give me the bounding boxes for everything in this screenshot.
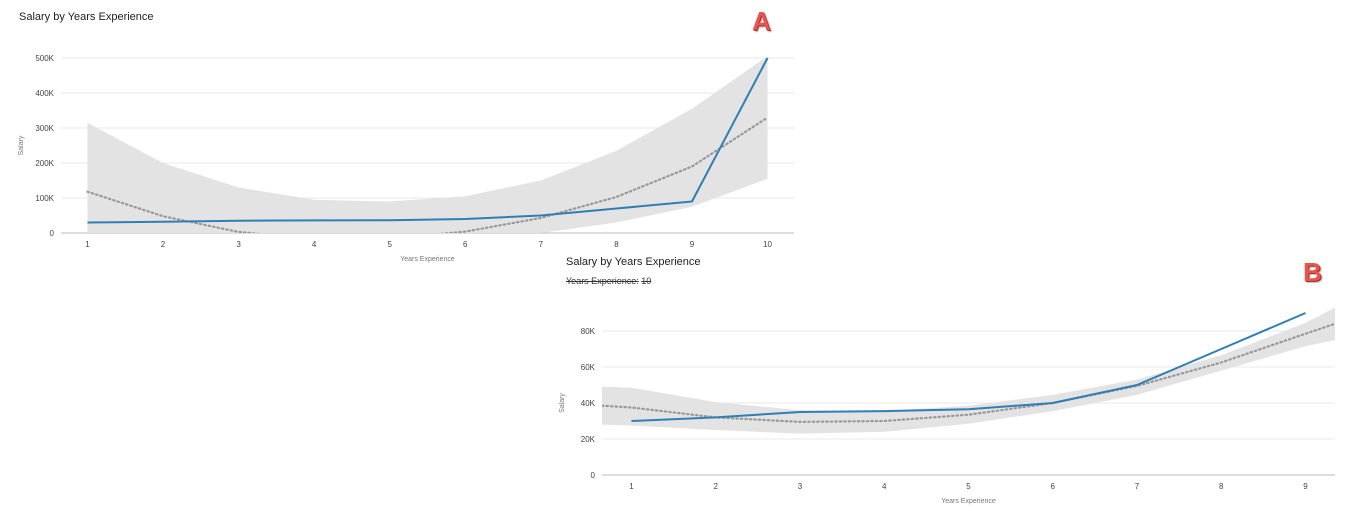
- chart-b-xtick-label: 6: [1051, 482, 1056, 491]
- chart-a-xtick-label: 6: [463, 240, 468, 249]
- chart-b-xtick-label: 8: [1219, 482, 1224, 491]
- chart-a-xtick-label: 8: [614, 240, 619, 249]
- chart-b-xtick-label: 3: [798, 482, 803, 491]
- annotation-a-label: A: [752, 6, 771, 36]
- chart-a-ytick-label: 300K: [35, 124, 54, 133]
- chart-a-xtick-label: 10: [763, 240, 772, 249]
- chart-b-xtick-label: 2: [714, 482, 719, 491]
- chart-b-title: Salary by Years Experience: [566, 256, 701, 268]
- chart-a-title: Salary by Years Experience: [19, 11, 154, 23]
- chart-a-ytick-label: 200K: [35, 159, 54, 168]
- chart-b-xtick-label: 7: [1135, 482, 1140, 491]
- chart-a: 0 100K 200K 300K 400K 500K 1 2 3 4 5 6 7 8 9 10 Years Ex…: [18, 54, 794, 263]
- chart-a-ytick-label: 0: [50, 229, 55, 238]
- chart-b-xtick-label: 5: [966, 482, 971, 491]
- chart-b-confidence-band: [602, 307, 1335, 434]
- chart-b-ytick-label: 40K: [581, 399, 596, 408]
- chart-a-trend-line: [86, 116, 769, 233]
- chart-a-ytick-label: 400K: [35, 89, 54, 98]
- chart-b-filter-value: 10: [641, 276, 652, 286]
- chart-b-y-axis-title: Salary: [559, 393, 566, 413]
- chart-b-x-axis-title: Years Experience: [941, 498, 996, 505]
- chart-b-xtick-label: 1: [629, 482, 634, 491]
- chart-a-y-axis-title: Salary: [18, 135, 25, 155]
- chart-a-xtick-label: 1: [85, 240, 90, 249]
- chart-b-xtick-label: 4: [882, 482, 887, 491]
- chart-a-xtick-label: 4: [312, 240, 317, 249]
- chart-b-ytick-label: 20K: [581, 435, 596, 444]
- chart-b-ytick-label: 0: [591, 471, 596, 480]
- chart-a-xtick-label: 3: [236, 240, 241, 249]
- chart-b-filter[interactable]: Years Experience: 10: [566, 276, 651, 286]
- chart-b-xtick-label: 9: [1303, 482, 1308, 491]
- chart-b-trend-line: [602, 322, 1335, 424]
- chart-a-x-axis-title: Years Experience: [400, 256, 455, 263]
- chart-a-xtick-label: 7: [539, 240, 544, 249]
- chart-a-series-line: [87, 57, 769, 224]
- chart-b-series-line: [631, 312, 1306, 422]
- chart-b-filter-label: Years Experience:: [566, 276, 639, 286]
- chart-a-xtick-label: 9: [690, 240, 695, 249]
- annotation-b-label: B: [1303, 257, 1322, 287]
- chart-b-ytick-label: 80K: [581, 327, 596, 336]
- chart-b-ytick-label: 60K: [581, 363, 596, 372]
- chart-a-xtick-label: 2: [161, 240, 166, 249]
- chart-a-ytick-label: 500K: [35, 54, 54, 63]
- chart-a-confidence-band: [87, 56, 768, 233]
- chart-a-xtick-label: 5: [387, 240, 392, 249]
- chart-a-ytick-label: 100K: [35, 194, 54, 203]
